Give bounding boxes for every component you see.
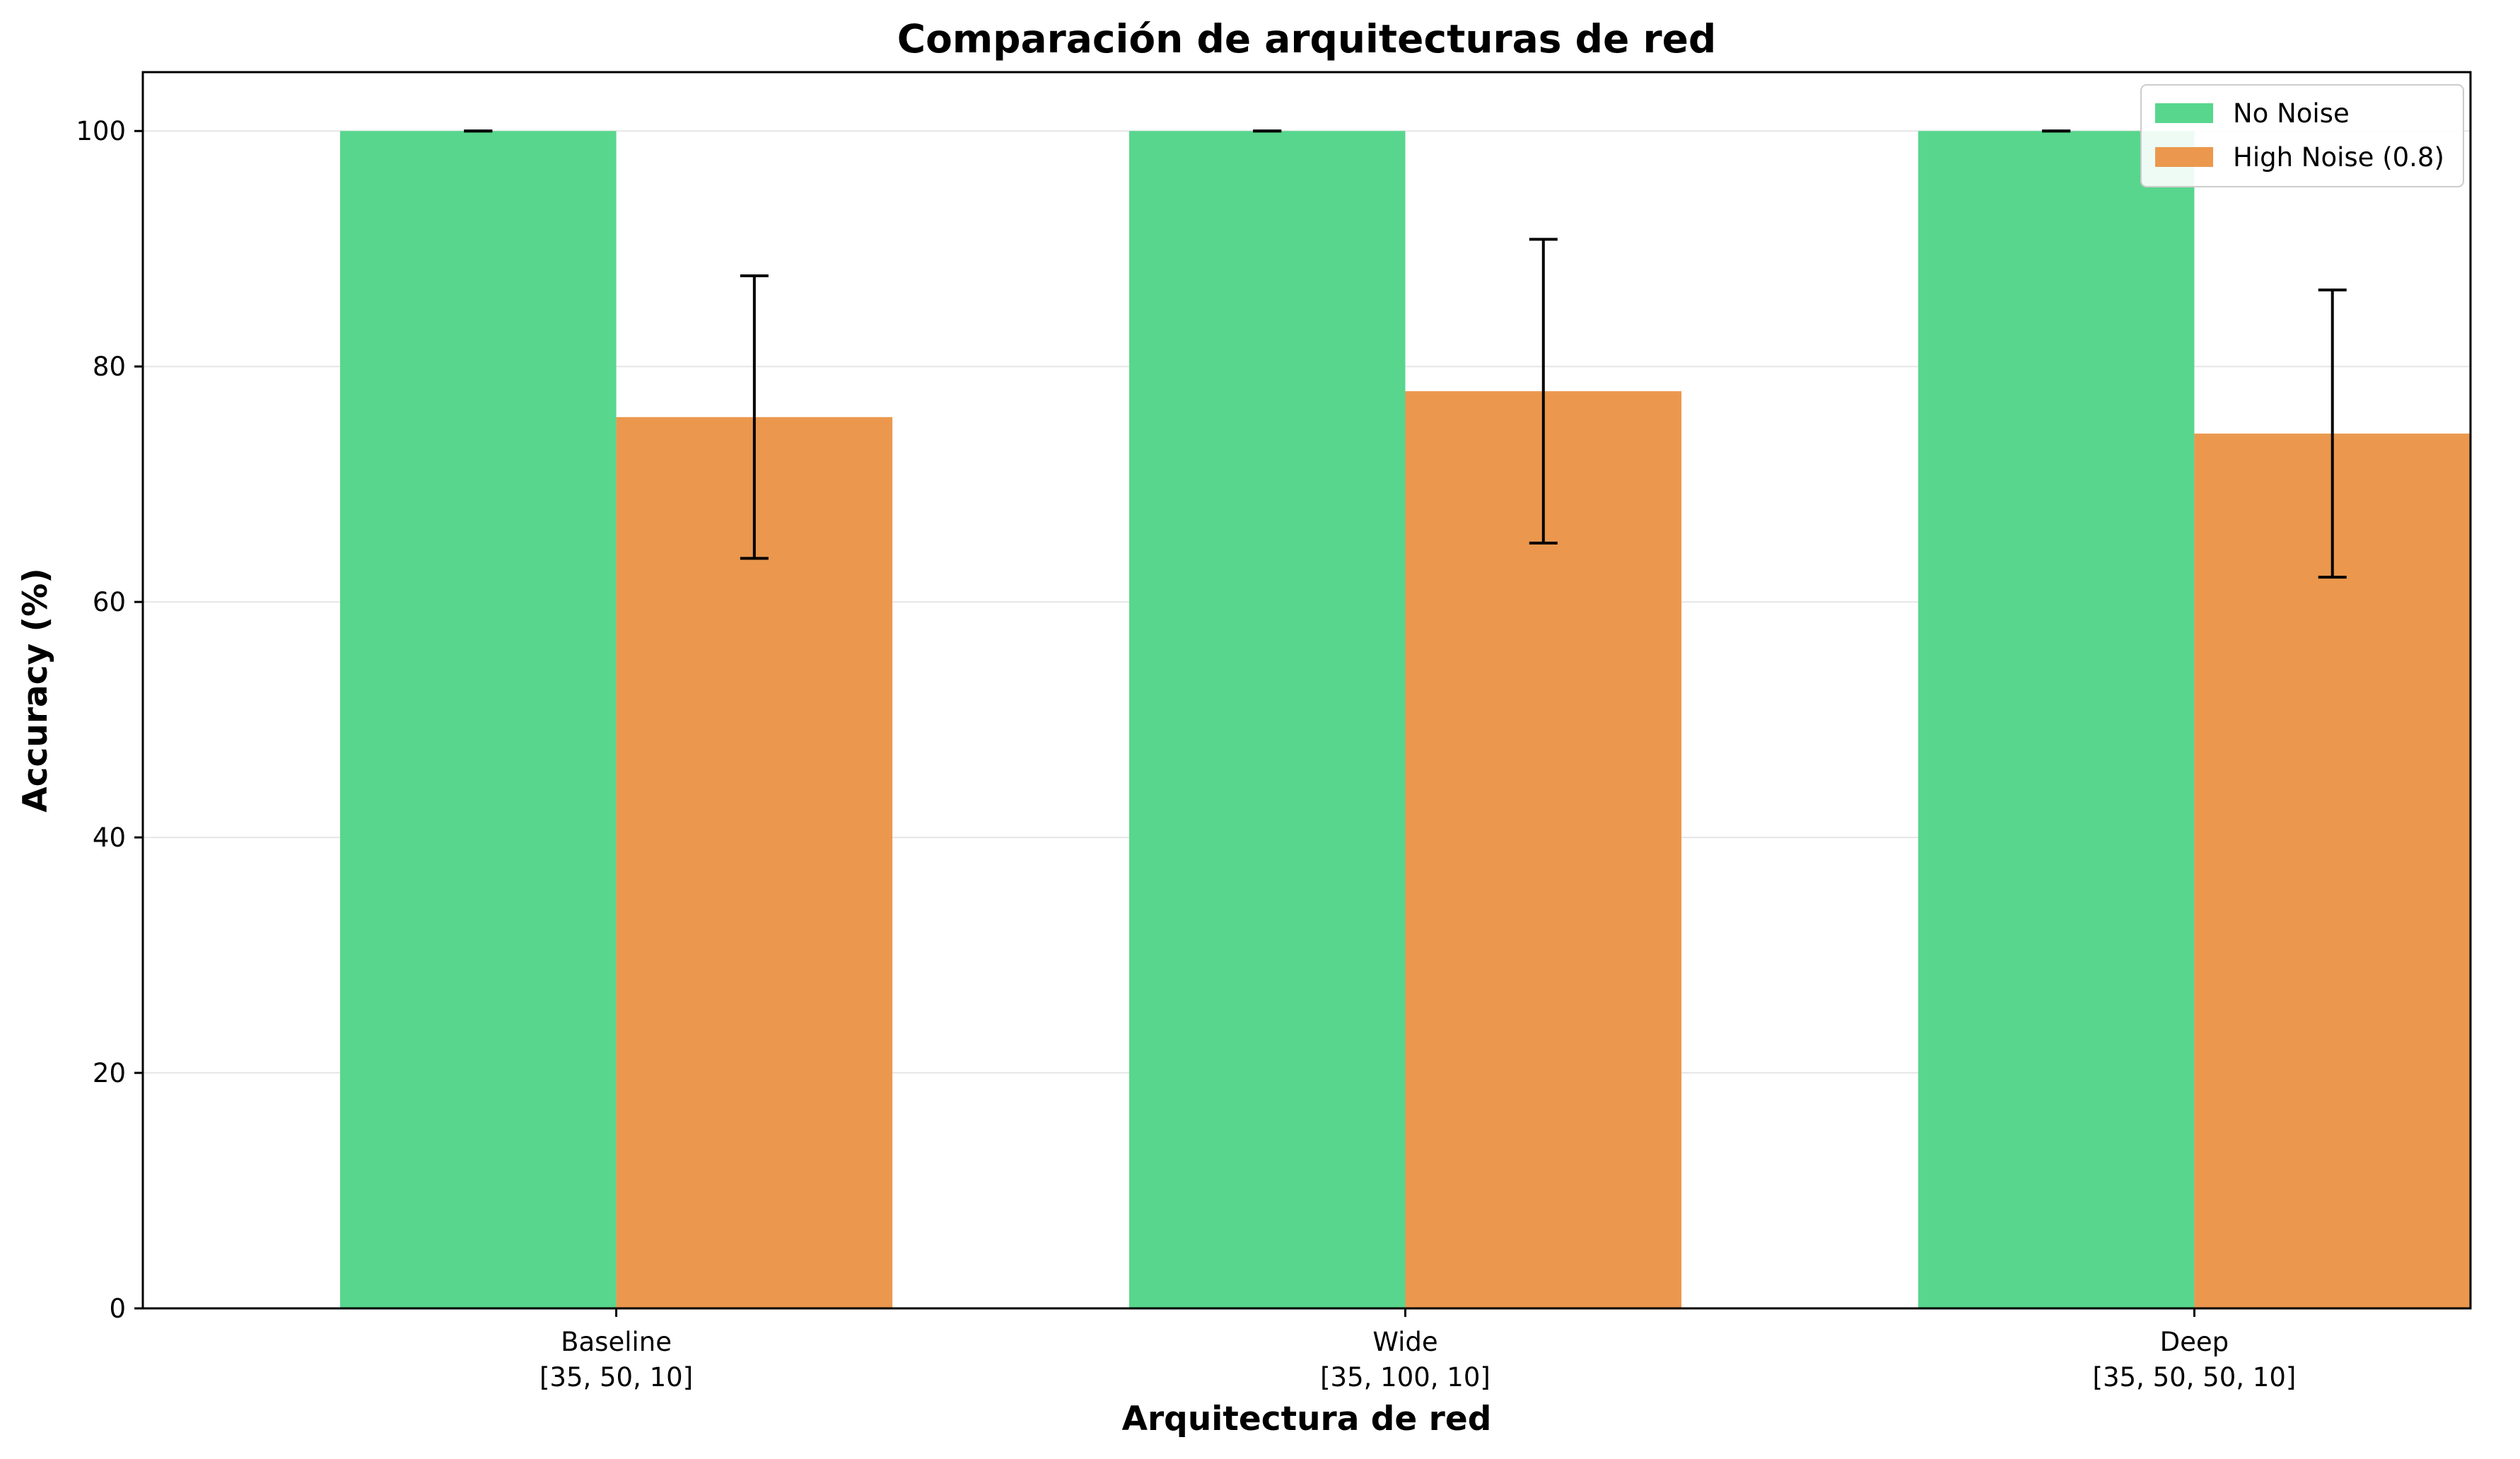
legend-label: No Noise [2233, 98, 2350, 129]
y-axis-ticks: 0 20 40 60 80 100 [76, 116, 143, 1324]
y-tick-label: 40 [93, 822, 126, 853]
y-axis-label: Accuracy (%) [16, 568, 55, 812]
y-tick-label: 0 [109, 1294, 126, 1324]
bars-group [339, 131, 2471, 1309]
legend-box [2140, 84, 2464, 187]
x-tick-label: Deep [2160, 1327, 2229, 1357]
y-tick-label: 80 [93, 351, 126, 382]
y-tick-label: 100 [76, 116, 126, 146]
legend: No Noise High Noise (0.8) [2140, 84, 2464, 187]
x-tick-label: Wide [1372, 1327, 1437, 1357]
bar [1128, 131, 1406, 1309]
legend-swatch [2155, 103, 2213, 123]
bar [339, 131, 617, 1309]
legend-swatch [2155, 147, 2213, 167]
x-axis-label: Arquitectura de red [1122, 1400, 1492, 1438]
bar [2194, 434, 2471, 1308]
bar [616, 417, 893, 1309]
plot-frame [141, 71, 2472, 1310]
x-axis-ticks: Baseline [35, 50, 10] Wide [35, 100, 10] Dee… [539, 1308, 2296, 1393]
chart-title: Comparación de arquitecturas de red [897, 16, 1717, 62]
y-tick-label: 60 [93, 587, 126, 617]
y-tick-label: 20 [93, 1058, 126, 1088]
legend-label: High Noise (0.8) [2233, 142, 2444, 173]
x-tick-label: [35, 50, 50, 10] [2093, 1362, 2297, 1393]
x-tick-label: Baseline [561, 1327, 672, 1357]
x-tick-label: [35, 50, 10] [539, 1362, 693, 1393]
x-tick-label: [35, 100, 10] [1320, 1362, 1491, 1393]
error-bars-group [464, 129, 2347, 579]
bar [1918, 131, 2195, 1309]
